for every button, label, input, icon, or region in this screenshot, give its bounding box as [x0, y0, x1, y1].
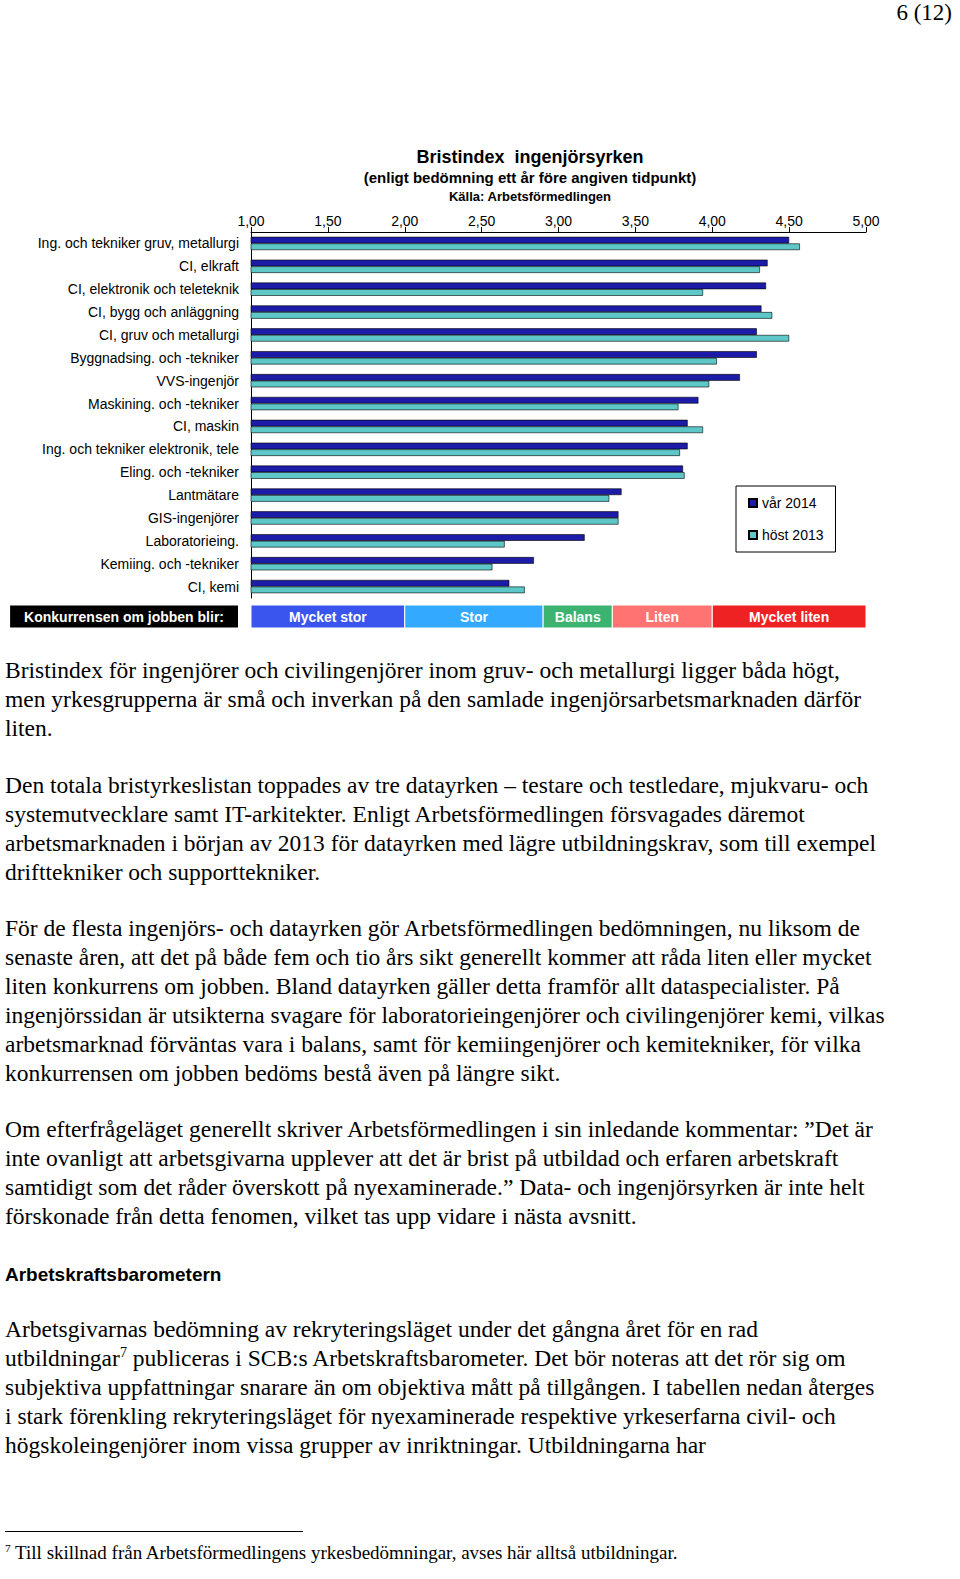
- svg-text:3,50: 3,50: [622, 213, 649, 229]
- svg-text:CI, maskin: CI, maskin: [173, 418, 239, 434]
- svg-text:Källa: Arbetsförmedlingen: Källa: Arbetsförmedlingen: [449, 189, 611, 204]
- svg-text:(enligt bedömning ett år före: (enligt bedömning ett år före angiven ti…: [364, 169, 697, 186]
- svg-text:CI, elektronik och teleteknik: CI, elektronik och teleteknik: [68, 281, 240, 297]
- svg-text:CI, elkraft: CI, elkraft: [179, 258, 239, 274]
- svg-text:Lantmätare: Lantmätare: [168, 487, 239, 503]
- svg-text:4,50: 4,50: [776, 213, 803, 229]
- svg-text:CI, kemi: CI, kemi: [188, 579, 239, 595]
- svg-text:VVS-ingenjör: VVS-ingenjör: [157, 373, 240, 389]
- html-text:Om efterfrågeläget generellt s: Om efterfrågeläget generellt skriver Arb…: [5, 1116, 873, 1229]
- svg-text:Maskining. och -tekniker: Maskining. och -tekniker: [88, 396, 239, 412]
- html-text:Den totala bristyrkeslistan to: Den totala bristyrkeslistan toppades av …: [5, 772, 876, 885]
- svg-text:2,00: 2,00: [391, 213, 418, 229]
- html-text:För de flesta ingenjörs- och d: För de flesta ingenjörs- och datayrken g…: [5, 915, 885, 1086]
- svg-text:4,00: 4,00: [699, 213, 726, 229]
- svg-text:Bristindex ingenjörsyrken: Bristindex ingenjörsyrken: [416, 147, 643, 167]
- html-text:Arbetskraftsbarometern: Arbetskraftsbarometern: [5, 1264, 222, 1285]
- svg-text:Laboratorieing.: Laboratorieing.: [146, 533, 239, 549]
- svg-text:1,00: 1,00: [237, 213, 264, 229]
- svg-text:CI, gruv och metallurgi: CI, gruv och metallurgi: [99, 327, 239, 343]
- svg-text:5,00: 5,00: [852, 213, 879, 229]
- html-text:Bristindex för ingenjörer och: Bristindex för ingenjörer och civilingen…: [5, 657, 862, 741]
- svg-text:vår 2014: vår 2014: [762, 495, 817, 511]
- svg-text:Kemiing. och -tekniker: Kemiing. och -tekniker: [100, 556, 239, 572]
- svg-text:Mycket liten: Mycket liten: [749, 609, 829, 625]
- svg-text:Ing. och tekniker elektronik,: Ing. och tekniker elektronik, tele: [42, 441, 239, 457]
- svg-text:Stor: Stor: [460, 609, 489, 625]
- svg-text:1,50: 1,50: [314, 213, 341, 229]
- svg-text:Byggnadsing. och -tekniker: Byggnadsing. och -tekniker: [70, 350, 239, 366]
- svg-text:Balans: Balans: [555, 609, 601, 625]
- svg-text:Mycket stor: Mycket stor: [289, 609, 367, 625]
- svg-text:Liten: Liten: [646, 609, 679, 625]
- svg-text:Ing. och tekniker gruv, metall: Ing. och tekniker gruv, metallurgi: [38, 235, 239, 251]
- html-text:7Till skillnad från Arbetsförm: 7Till skillnad från Arbetsförmedlingens …: [5, 1541, 678, 1563]
- svg-text:3,00: 3,00: [545, 213, 572, 229]
- svg-text:CI, bygg och anläggning: CI, bygg och anläggning: [88, 304, 239, 320]
- html-text:6 (12): 6 (12): [896, 0, 952, 25]
- svg-text:Eling. och -tekniker: Eling. och -tekniker: [120, 464, 239, 480]
- svg-text:höst 2013: höst 2013: [762, 527, 824, 543]
- svg-text:Konkurrensen om jobben blir:: Konkurrensen om jobben blir:: [24, 609, 224, 625]
- svg-text:2,50: 2,50: [468, 213, 495, 229]
- svg-text:GIS-ingenjörer: GIS-ingenjörer: [148, 510, 239, 526]
- html-text:Arbetsgivarnas bedömning av re: Arbetsgivarnas bedömning av rekryterings…: [5, 1316, 875, 1458]
